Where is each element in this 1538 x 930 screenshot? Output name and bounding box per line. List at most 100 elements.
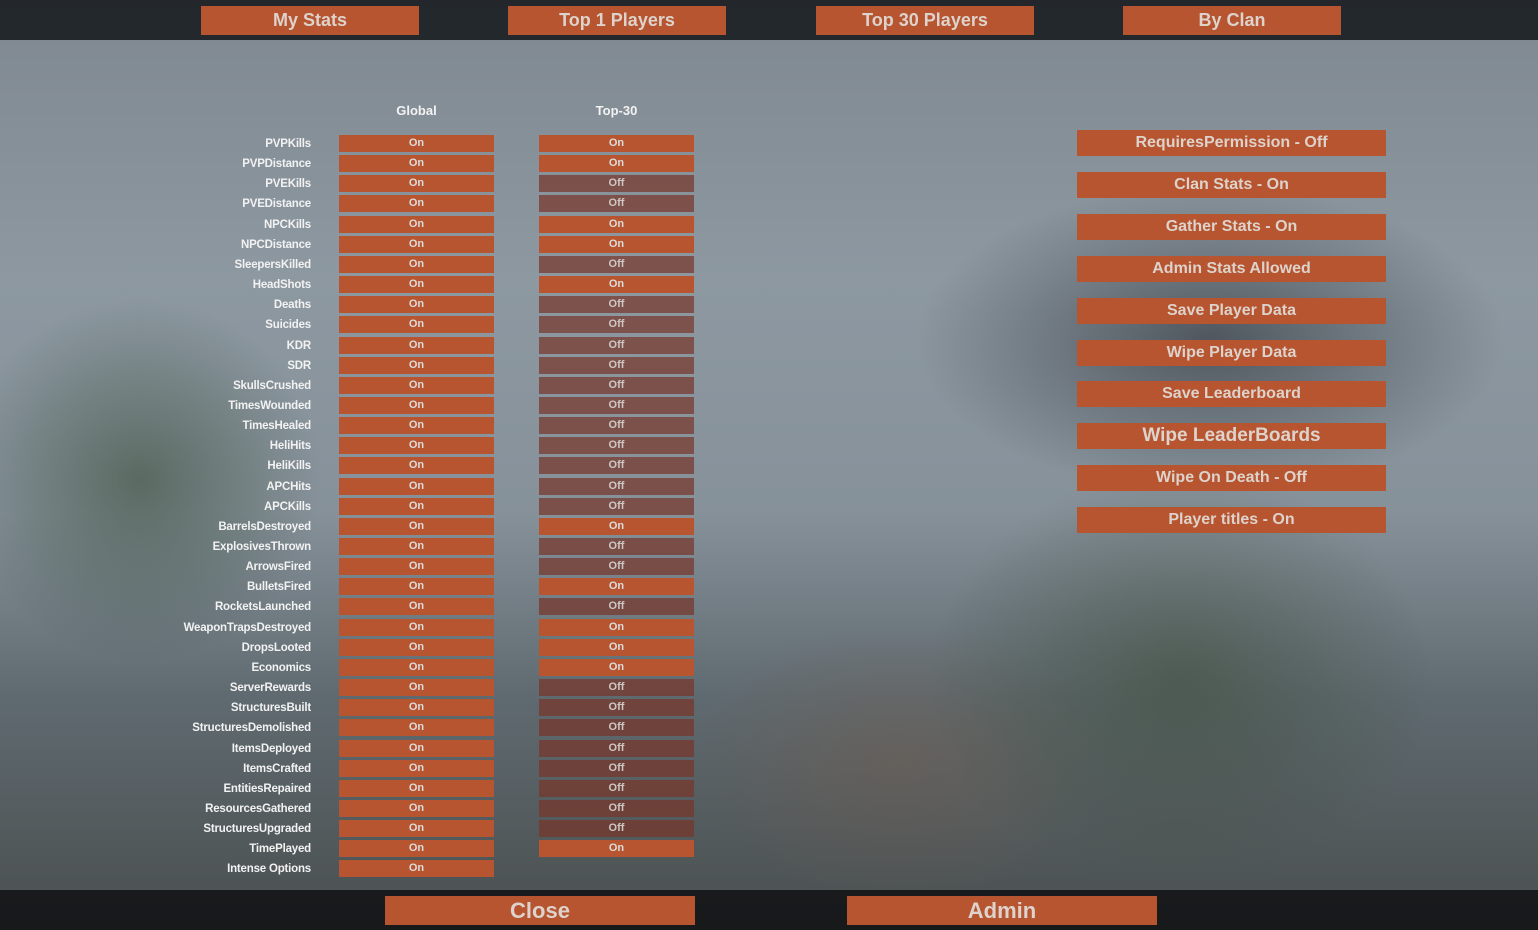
global-toggle[interactable]: On (339, 296, 494, 313)
tab-my-stats[interactable]: My Stats (201, 6, 419, 35)
top30-toggle[interactable]: Off (539, 337, 694, 354)
top30-toggle[interactable]: On (539, 659, 694, 676)
top30-toggle[interactable]: On (539, 518, 694, 535)
global-toggle[interactable]: On (339, 760, 494, 777)
global-toggle[interactable]: On (339, 216, 494, 233)
close-button[interactable]: Close (385, 896, 695, 925)
top30-toggle[interactable]: Off (539, 437, 694, 454)
stat-label: PVEKills (265, 178, 311, 190)
global-toggle[interactable]: On (339, 598, 494, 615)
global-toggle[interactable]: On (339, 800, 494, 817)
stat-label: WeaponTrapsDestroyed (183, 622, 312, 634)
top30-toggle[interactable]: On (539, 840, 694, 857)
top30-toggle[interactable]: Off (539, 175, 694, 192)
global-toggle[interactable]: On (339, 316, 494, 333)
top30-toggle[interactable]: Off (539, 699, 694, 716)
top30-toggle[interactable]: On (539, 236, 694, 253)
top30-toggle[interactable]: Off (539, 598, 694, 615)
global-toggle[interactable]: On (339, 840, 494, 857)
global-toggle[interactable]: On (339, 437, 494, 454)
wipe-leaderboards-button[interactable]: Wipe LeaderBoards (1077, 423, 1386, 450)
top30-toggle[interactable]: Off (539, 679, 694, 696)
top30-toggle[interactable]: Off (539, 357, 694, 374)
top30-toggle[interactable]: On (539, 135, 694, 152)
gather-stats-button[interactable]: Gather Stats - On (1077, 213, 1386, 240)
global-toggle[interactable]: On (339, 780, 494, 797)
top30-toggle[interactable]: Off (539, 316, 694, 333)
top30-toggle[interactable]: Off (539, 760, 694, 777)
global-toggle[interactable]: On (339, 719, 494, 736)
top30-toggle[interactable]: Off (539, 820, 694, 837)
global-toggle[interactable]: On (339, 538, 494, 555)
global-toggle[interactable]: On (339, 699, 494, 716)
stat-label: Intense Options (227, 863, 311, 875)
stat-label: StructuresBuilt (230, 702, 311, 714)
global-toggle[interactable]: On (339, 659, 494, 676)
top30-toggle[interactable]: Off (539, 397, 694, 414)
requires-permission-button[interactable]: RequiresPermission - Off (1077, 130, 1386, 156)
global-toggle[interactable]: On (339, 518, 494, 535)
top30-toggle[interactable]: On (539, 619, 694, 636)
top30-toggle[interactable]: Off (539, 498, 694, 515)
top30-toggle[interactable]: Off (539, 478, 694, 495)
top30-toggle[interactable]: Off (539, 296, 694, 313)
global-toggle[interactable]: On (339, 236, 494, 253)
top30-toggle[interactable]: Off (539, 538, 694, 555)
clan-stats-button[interactable]: Clan Stats - On (1077, 171, 1386, 198)
global-toggle[interactable]: On (339, 276, 494, 293)
top30-toggle[interactable]: On (539, 155, 694, 172)
global-toggle[interactable]: On (339, 860, 494, 877)
stat-label: SleepersKilled (234, 259, 312, 271)
global-toggle[interactable]: On (339, 377, 494, 394)
global-toggle[interactable]: On (339, 558, 494, 575)
top30-toggle[interactable]: On (539, 578, 694, 595)
global-toggle[interactable]: On (339, 478, 494, 495)
global-toggle[interactable]: On (339, 457, 494, 474)
tab-top-1-players[interactable]: Top 1 Players (508, 6, 726, 35)
tab-by-clan[interactable]: By Clan (1123, 6, 1341, 35)
top30-toggle[interactable]: Off (539, 558, 694, 575)
admin-button[interactable]: Admin (847, 896, 1157, 925)
top30-toggle[interactable]: Off (539, 719, 694, 736)
global-toggle[interactable]: On (339, 155, 494, 172)
top30-column-header: Top-30 (595, 103, 638, 118)
stat-label: RocketsLaunched (214, 601, 311, 613)
tab-top-30-players[interactable]: Top 30 Players (816, 6, 1034, 35)
stat-label: NPCDistance (240, 239, 311, 251)
admin-stats-allowed-button[interactable]: Admin Stats Allowed (1077, 255, 1386, 282)
top30-toggle[interactable]: Off (539, 800, 694, 817)
global-toggle[interactable]: On (339, 357, 494, 374)
global-toggle[interactable]: On (339, 135, 494, 152)
global-toggle[interactable]: On (339, 337, 494, 354)
global-toggle[interactable]: On (339, 679, 494, 696)
save-player-data-button[interactable]: Save Player Data (1077, 297, 1386, 324)
global-toggle[interactable]: On (339, 397, 494, 414)
top30-toggle[interactable]: On (539, 216, 694, 233)
top30-toggle[interactable]: Off (539, 256, 694, 273)
top30-toggle[interactable]: Off (539, 780, 694, 797)
top30-toggle[interactable]: On (539, 276, 694, 293)
wipe-player-data-button[interactable]: Wipe Player Data (1077, 339, 1386, 366)
global-toggle[interactable]: On (339, 820, 494, 837)
save-leaderboard-button[interactable]: Save Leaderboard (1077, 381, 1386, 408)
top30-toggle[interactable]: On (539, 639, 694, 656)
wipe-on-death-button[interactable]: Wipe On Death - Off (1077, 465, 1386, 492)
top30-toggle[interactable]: Off (539, 195, 694, 212)
top30-toggle[interactable]: Off (539, 417, 694, 434)
top30-toggle[interactable]: Off (539, 377, 694, 394)
top30-toggle[interactable]: Off (539, 457, 694, 474)
global-toggle[interactable]: On (339, 619, 494, 636)
global-toggle[interactable]: On (339, 417, 494, 434)
global-toggle[interactable]: On (339, 195, 494, 212)
stat-label: PVPKills (265, 138, 311, 150)
player-titles-button[interactable]: Player titles - On (1077, 507, 1386, 534)
global-toggle[interactable]: On (339, 498, 494, 515)
global-toggle[interactable]: On (339, 175, 494, 192)
stat-label: TimePlayed (249, 843, 311, 855)
top30-toggle[interactable]: Off (539, 740, 694, 757)
global-toggle[interactable]: On (339, 578, 494, 595)
global-toggle[interactable]: On (339, 256, 494, 273)
stat-label: ItemsCrafted (243, 763, 311, 775)
global-toggle[interactable]: On (339, 740, 494, 757)
global-toggle[interactable]: On (339, 639, 494, 656)
